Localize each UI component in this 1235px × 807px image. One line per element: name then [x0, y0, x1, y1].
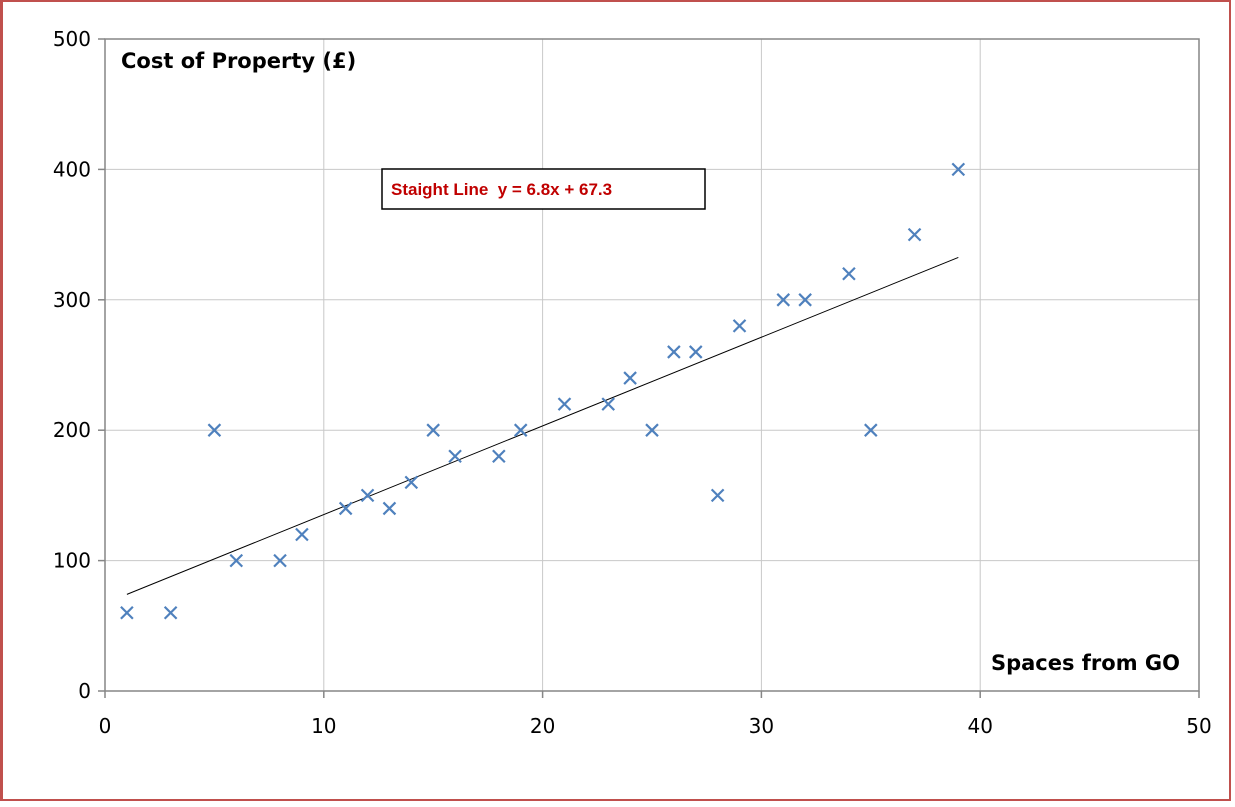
data-point-marker [667, 345, 681, 359]
x-axis-title: Spaces from GO [991, 651, 1180, 675]
x-tick-label: 20 [530, 714, 555, 738]
trendline-equation: Staight Line y = 6.8x + 67.3 [391, 180, 612, 199]
data-point-marker [623, 371, 637, 385]
data-point-marker [688, 345, 703, 359]
data-point-marker [448, 449, 462, 464]
data-point-marker [338, 501, 353, 516]
data-point-marker [732, 319, 747, 333]
y-tick-label: 500 [53, 27, 91, 51]
data-points [120, 162, 966, 620]
data-point-marker [382, 501, 397, 516]
data-point-marker [907, 227, 922, 242]
data-point-marker [513, 423, 528, 437]
data-point-marker [557, 397, 572, 411]
data-point-marker [710, 488, 725, 503]
plot-area [104, 38, 1200, 692]
data-point-marker [295, 527, 309, 542]
data-point-marker [601, 397, 616, 411]
x-tick-label: 30 [749, 714, 774, 738]
data-point-marker [842, 266, 856, 281]
data-point-marker [492, 449, 506, 464]
data-point-marker [163, 605, 178, 620]
data-point-marker [864, 423, 878, 437]
data-point-marker [951, 162, 966, 177]
gridlines [105, 39, 1199, 691]
data-point-marker [404, 475, 419, 490]
data-point-marker [645, 423, 659, 437]
y-tick-label: 300 [53, 288, 91, 312]
x-tick-label: 0 [99, 714, 112, 738]
x-tick-label: 50 [1186, 714, 1211, 738]
data-point-marker [207, 423, 222, 437]
data-point-marker [120, 605, 134, 620]
data-point-marker [776, 293, 791, 307]
data-point-marker [360, 488, 375, 503]
y-tick-label: 400 [53, 157, 91, 181]
x-tick-label: 40 [967, 714, 992, 738]
data-point-marker [426, 423, 440, 437]
y-tick-label: 200 [53, 418, 91, 442]
y-axis-title: Cost of Property (£) [121, 49, 356, 73]
y-tick-label: 0 [78, 679, 91, 703]
data-point-marker [229, 553, 244, 568]
y-tick-label: 100 [53, 549, 91, 573]
data-point-marker [798, 293, 812, 307]
x-tick-label: 10 [311, 714, 336, 738]
trendline-equation-box: Staight Line y = 6.8x + 67.3 [381, 168, 706, 210]
trendline [126, 256, 959, 595]
data-point-marker [273, 553, 287, 568]
